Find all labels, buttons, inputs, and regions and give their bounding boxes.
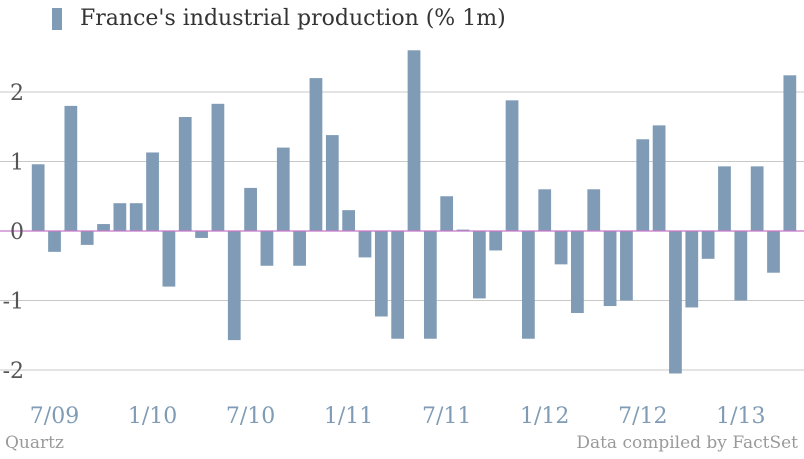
bar: [97, 224, 110, 231]
bar: [685, 231, 699, 308]
x-tick-label: 1/11: [324, 404, 373, 429]
bar: [620, 231, 633, 301]
bar: [505, 100, 519, 231]
bar: [636, 139, 650, 231]
legend-swatch: [52, 7, 62, 30]
bar: [276, 147, 290, 231]
bar: [211, 103, 225, 231]
bar: [407, 50, 421, 231]
bar: [64, 105, 78, 231]
bar: [129, 203, 143, 231]
bar: [472, 231, 486, 299]
x-tick-label: 7/10: [226, 404, 275, 429]
bar: [489, 231, 503, 251]
bar: [652, 125, 666, 231]
bar: [456, 229, 470, 231]
x-tick-label: 7/12: [618, 404, 667, 429]
footer-source-right: Data compiled by FactSet: [576, 433, 798, 453]
bar: [325, 135, 339, 231]
bar: [374, 231, 388, 317]
bar-layer: [31, 50, 797, 374]
bar: [734, 231, 748, 301]
x-tick-label: 1/13: [716, 404, 765, 429]
bar: [669, 231, 682, 374]
bar: [358, 231, 372, 258]
x-tick-label: 1/10: [128, 404, 177, 429]
bar: [767, 231, 780, 273]
bar: [162, 231, 176, 287]
bar: [718, 166, 731, 231]
bar: [538, 189, 552, 231]
bar: [571, 231, 584, 314]
bar: [423, 231, 437, 339]
y-tick-label: 1: [10, 151, 24, 176]
bar: [750, 166, 764, 231]
bar: [80, 231, 94, 245]
x-tick-label: 1/12: [520, 404, 569, 429]
bar: [146, 152, 159, 231]
y-axis-ticks: -2 -1 0 1 2: [3, 81, 24, 384]
y-tick-label: 0: [10, 220, 24, 245]
bar: [227, 231, 241, 341]
x-tick-label: 7/09: [30, 404, 79, 429]
bar: [195, 231, 208, 238]
bar: [522, 231, 535, 339]
y-tick-label: -1: [3, 290, 24, 315]
bar: [113, 203, 127, 231]
bar: [701, 231, 715, 259]
x-tick-label: 7/11: [422, 404, 471, 429]
bar: [48, 231, 61, 252]
y-tick-label: -2: [3, 359, 24, 384]
footer-source-left: Quartz: [5, 433, 64, 453]
bar: [178, 117, 192, 231]
bar: [440, 196, 454, 231]
bar: [554, 231, 568, 265]
bar: [293, 231, 306, 266]
bar: [603, 231, 617, 307]
bar: [783, 75, 797, 231]
x-axis-ticks: 7/09 1/10 7/10 1/11 7/11 1/12 7/12 1/13: [30, 404, 766, 429]
bar: [587, 189, 601, 231]
y-tick-label: 2: [10, 81, 24, 106]
bar: [31, 164, 45, 231]
legend-label: France's industrial production (% 1m): [80, 6, 506, 31]
bar: [244, 187, 257, 231]
legend: France's industrial production (% 1m): [52, 6, 506, 31]
bar: [309, 78, 323, 231]
bar: [260, 231, 274, 266]
bar: [342, 210, 356, 231]
bar: [391, 231, 405, 339]
